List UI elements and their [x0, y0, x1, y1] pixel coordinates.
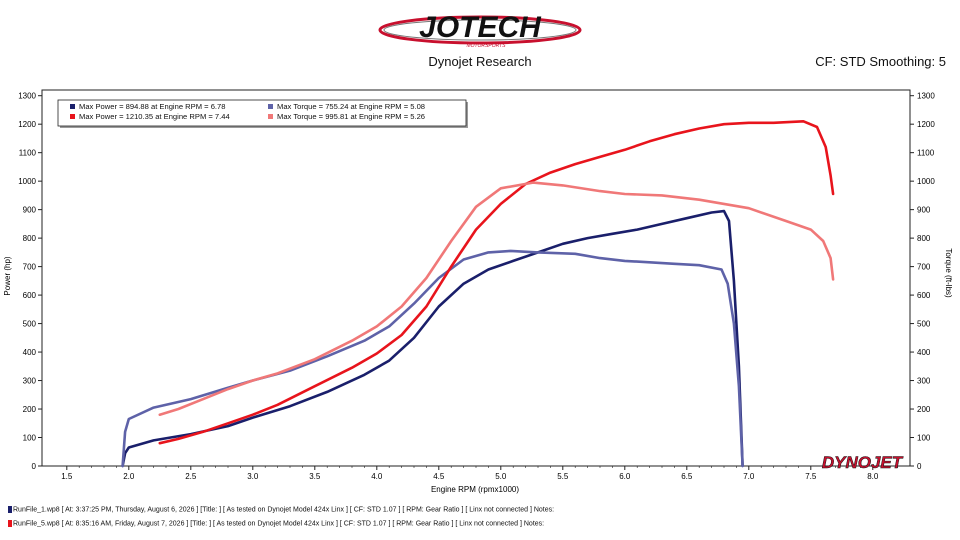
legend: Max Power = 894.88 at Engine RPM = 6.78M… [57, 99, 468, 128]
legend-swatch [268, 104, 273, 109]
legend-swatch [268, 114, 273, 119]
dyno-chart: 1.5 2.0 2.5 3.0 3.5 4.0 4.5 5.0 5.5 6.0 6.5 7.0 7.5 8… [3, 89, 953, 494]
y-left-tick-label: 300 [23, 377, 37, 386]
y-right-tick-label: 1300 [917, 92, 935, 101]
y-left-tick-label: 500 [23, 320, 37, 329]
x-axis-label: Engine RPM (rpmx1000) [431, 485, 519, 494]
y-right-tick-label: 1200 [917, 120, 935, 129]
x-tick-label: 1.5 [61, 472, 73, 481]
run1-color-swatch [8, 506, 12, 513]
correction-factor-info: CF: STD Smoothing: 5 [815, 54, 946, 69]
run-file-2-info: RunFile_5.wp8 [ At: 8:35:16 AM, Friday, … [8, 520, 544, 527]
y-left-tick-label: 1300 [18, 92, 36, 101]
logo-subtext: MOTORSPORTS [467, 43, 507, 49]
dynojet-brand-mark: DYNOJET [822, 453, 904, 472]
y-left-tick-label: 1100 [19, 149, 37, 158]
x-tick-label: 2.5 [185, 472, 197, 481]
legend-swatch [70, 114, 75, 119]
y-right-tick-label: 600 [917, 291, 931, 300]
y-left-tick-label: 200 [23, 405, 37, 414]
y-right-tick-label: 700 [917, 263, 931, 272]
y-right-tick-label: 900 [917, 206, 931, 215]
run-file-1-info: RunFile_1.wp8 [ At: 3:37:25 PM, Thursday… [8, 506, 554, 513]
legend-entry: Max Torque = 755.24 at Engine RPM = 5.08 [277, 102, 425, 111]
y-left-tick-label: 0 [32, 462, 37, 471]
x-tick-label: 6.0 [619, 472, 631, 481]
legend-entry: Max Power = 1210.35 at Engine RPM = 7.44 [79, 112, 230, 121]
y-axis-left-label: Power (hp) [3, 256, 12, 295]
series-line-3 [158, 119, 835, 445]
y-left-tick-label: 700 [23, 263, 37, 272]
run1-text: RunFile_1.wp8 [ At: 3:37:25 PM, Thursday… [13, 506, 555, 514]
run2-text: RunFile_5.wp8 [ At: 8:35:16 AM, Friday, … [13, 520, 545, 528]
jotech-logo: JOTECH MOTORSPORTS [378, 11, 582, 49]
y-right-tick-label: 1000 [917, 177, 935, 186]
x-tick-label: 8.0 [867, 472, 879, 481]
series-layer [121, 119, 835, 468]
legend-entry: Max Power = 894.88 at Engine RPM = 6.78 [79, 102, 225, 111]
x-tick-label: 3.0 [247, 472, 259, 481]
y-left-tick-label: 600 [23, 291, 37, 300]
x-tick-label: 5.0 [495, 472, 507, 481]
y-left-tick-label: 100 [23, 434, 37, 443]
y-left-tick-label: 800 [23, 234, 37, 243]
y-left-tick-label: 1200 [18, 120, 36, 129]
x-tick-label: 7.0 [743, 472, 755, 481]
x-tick-label: 2.0 [123, 472, 135, 481]
y-right-tick-label: 100 [917, 434, 931, 443]
y-right-tick-label: 1100 [917, 149, 935, 158]
y-right-tick-label: 200 [917, 405, 931, 414]
y-right-tick-label: 800 [917, 234, 931, 243]
y-left-tick-label: 1000 [18, 177, 36, 186]
legend-box [57, 99, 467, 127]
y-right-tick-label: 0 [917, 462, 922, 471]
series-line-2 [121, 249, 744, 468]
y-right-tick-label: 300 [917, 377, 931, 386]
y-left-tick-label: 400 [23, 348, 37, 357]
logo-text: JOTECH [419, 11, 542, 44]
y-right-tick-label: 500 [917, 320, 931, 329]
chart-header-title: Dynojet Research [428, 54, 532, 69]
run2-color-swatch [8, 520, 12, 527]
x-tick-label: 4.0 [371, 472, 383, 481]
series-line-4 [158, 181, 835, 417]
y-left-tick-label: 900 [23, 206, 37, 215]
ticks-layer: 1.5 2.0 2.5 3.0 3.5 4.0 4.5 5.0 5.5 6.0 6.5 7.0 7.5 8… [18, 92, 935, 481]
y-right-tick-label: 400 [917, 348, 931, 357]
x-tick-label: 4.5 [433, 472, 445, 481]
x-tick-label: 3.5 [309, 472, 321, 481]
legend-swatch [70, 104, 75, 109]
x-tick-label: 5.5 [557, 472, 569, 481]
x-tick-label: 7.5 [805, 472, 817, 481]
x-tick-label: 6.5 [681, 472, 693, 481]
y-axis-right-label: Torque (ft-lbs) [944, 248, 953, 298]
legend-entry: Max Torque = 995.81 at Engine RPM = 5.26 [277, 112, 425, 121]
